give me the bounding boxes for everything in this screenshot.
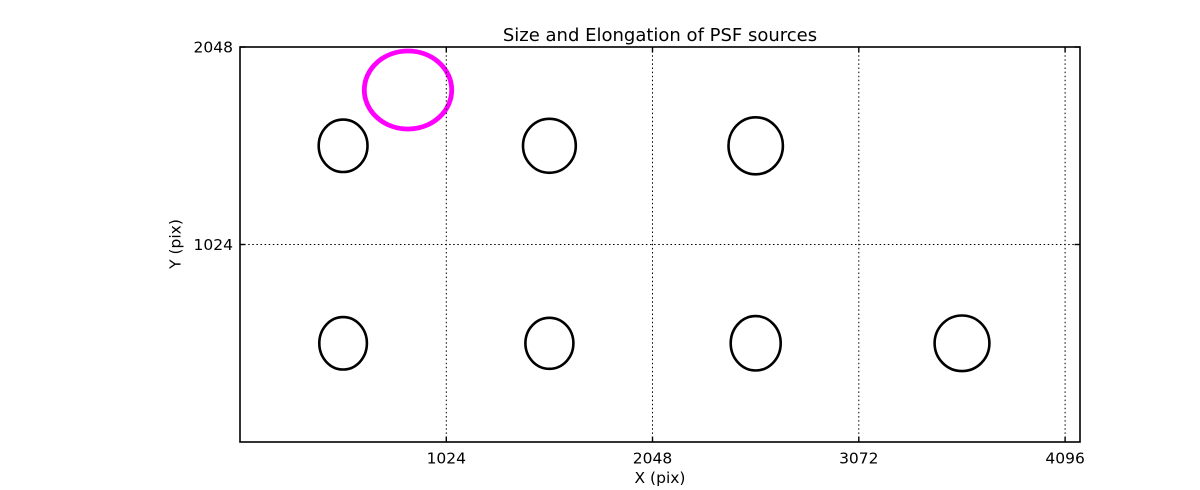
psf-source-ellipse [521,117,578,175]
x-tick-label: 3072 [839,450,878,468]
psf-sources-layer [317,48,991,373]
psf-source-ellipse [729,314,783,372]
psf-source-ellipse [933,314,991,373]
plot-border [239,46,1081,443]
psf-source-ellipse [317,118,369,174]
x-tick-label: 2048 [633,450,672,468]
tick-labels: 1024 2048 3072 4096 1024 2048 [194,38,1085,467]
y-tick-label: 2048 [194,38,233,56]
x-axis-label: X (pix) [634,469,686,487]
psf-source-ellipse-highlight [361,48,455,132]
y-tick-label: 1024 [194,236,233,254]
psf-source-ellipse [524,316,575,371]
y-axis-label: Y (pix) [166,219,185,269]
x-tick-label: 1024 [427,450,466,468]
chart-title: Size and Elongation of PSF sources [502,25,818,46]
psf-source-ellipse [318,315,369,371]
x-tick-label: 4096 [1045,450,1084,468]
psf-source-ellipse [727,116,785,176]
